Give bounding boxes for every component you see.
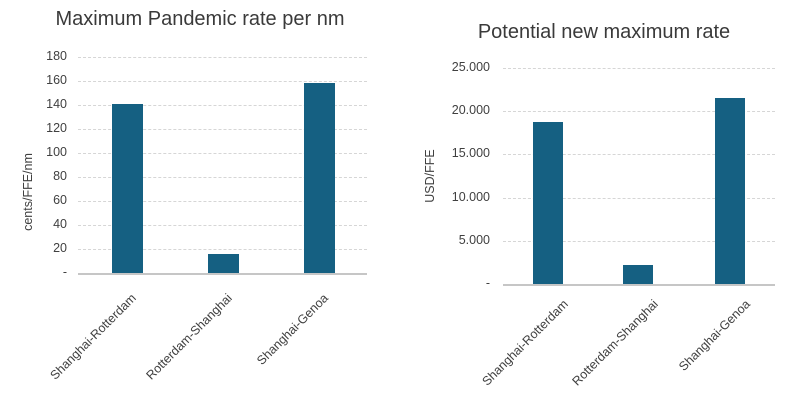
x-category-label: Rotterdam-Shanghai (143, 291, 235, 383)
bar-rotterdam-shanghai (207, 253, 239, 273)
y-tick-label: 10.000 (451, 189, 490, 204)
chart-title: Maximum Pandemic rate per nm (55, 8, 345, 30)
gridline (78, 177, 367, 178)
y-tick-label: 20 (53, 241, 67, 255)
x-category-label: Rotterdam-Shanghai (569, 297, 661, 389)
y-tick-label: 40 (53, 217, 67, 231)
x-axis-line (78, 273, 367, 275)
y-tick-label: 120 (46, 121, 67, 135)
y-tick-label: 180 (46, 49, 67, 63)
gridline (503, 111, 775, 113)
gridline (78, 57, 367, 58)
x-category-label: Shanghai-Genoa (676, 297, 753, 374)
x-axis-line (503, 284, 775, 286)
y-tick-label: 160 (46, 73, 67, 87)
y-tick-label: 5.000 (458, 232, 490, 247)
bar-shanghai-rotterdam (533, 121, 563, 284)
gridline (78, 225, 367, 226)
y-tick-label: - (62, 265, 67, 279)
chart-title: Potential new maximum rate (477, 21, 731, 43)
bar-shanghai-rotterdam (111, 103, 143, 273)
y-tick-label: - (485, 276, 490, 290)
plot-area (78, 57, 367, 275)
chart-potential-new-maximum-rate: Potential new maximum rate USD/FFE 25.00… (400, 0, 800, 400)
gridline (78, 129, 367, 130)
gridline (78, 153, 367, 154)
x-category-label: Shanghai-Rotterdam (479, 297, 571, 389)
bar-rotterdam-shanghai (623, 265, 653, 284)
bar-shanghai-genoa (715, 98, 745, 284)
gridline (78, 249, 367, 250)
gridline (503, 197, 775, 199)
x-category-label: Shanghai-Rotterdam (47, 291, 139, 383)
gridline (503, 68, 775, 69)
bar-shanghai-genoa (303, 83, 335, 273)
y-tick-label: 25.000 (451, 60, 490, 74)
y-tick-label: 140 (46, 97, 67, 111)
y-tick-label: 20.000 (451, 103, 490, 118)
gridline (503, 240, 775, 242)
y-tick-label: 15.000 (451, 146, 490, 161)
y-tick-label: 60 (53, 193, 67, 207)
gridline (503, 154, 775, 156)
chart-maximum-pandemic-rate: Maximum Pandemic rate per nm cents/FFE/n… (21, 8, 367, 383)
plot-area (503, 68, 775, 286)
x-category-label: Shanghai-Genoa (254, 291, 331, 368)
gridline (78, 81, 367, 82)
y-tick-label: 100 (46, 145, 67, 159)
y-tick-label: 80 (53, 169, 67, 183)
gridline (78, 105, 367, 106)
gridline (78, 201, 367, 202)
